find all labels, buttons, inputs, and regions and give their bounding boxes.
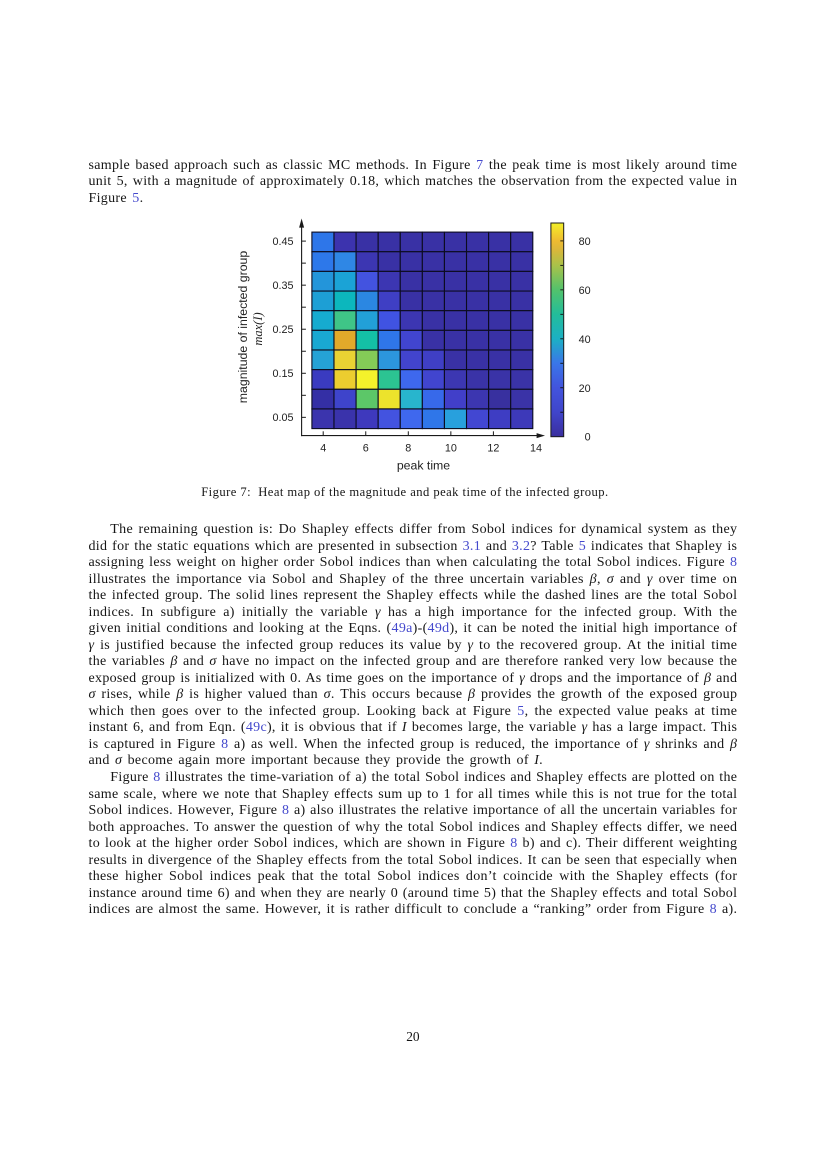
svg-text:0.35: 0.35 (272, 280, 293, 292)
svg-text:0: 0 (585, 432, 591, 444)
svg-text:12: 12 (487, 443, 499, 455)
svg-text:magnitude of infected group: magnitude of infected group (236, 251, 250, 404)
svg-text:60: 60 (579, 285, 591, 297)
svg-text:80: 80 (579, 236, 591, 248)
svg-text:10: 10 (445, 443, 457, 455)
svg-text:0.45: 0.45 (272, 236, 293, 248)
svg-text:0.15: 0.15 (272, 368, 293, 380)
svg-text:0.05: 0.05 (272, 412, 293, 424)
svg-text:14: 14 (530, 443, 542, 455)
svg-text:40: 40 (579, 334, 591, 346)
svg-text:0.25: 0.25 (272, 324, 293, 336)
svg-text:8: 8 (405, 443, 411, 455)
svg-text:max(I): max(I) (251, 312, 265, 345)
svg-text:4: 4 (320, 443, 326, 455)
svg-text:6: 6 (363, 443, 369, 455)
svg-text:20: 20 (579, 383, 591, 395)
svg-text:peak time: peak time (397, 459, 450, 473)
